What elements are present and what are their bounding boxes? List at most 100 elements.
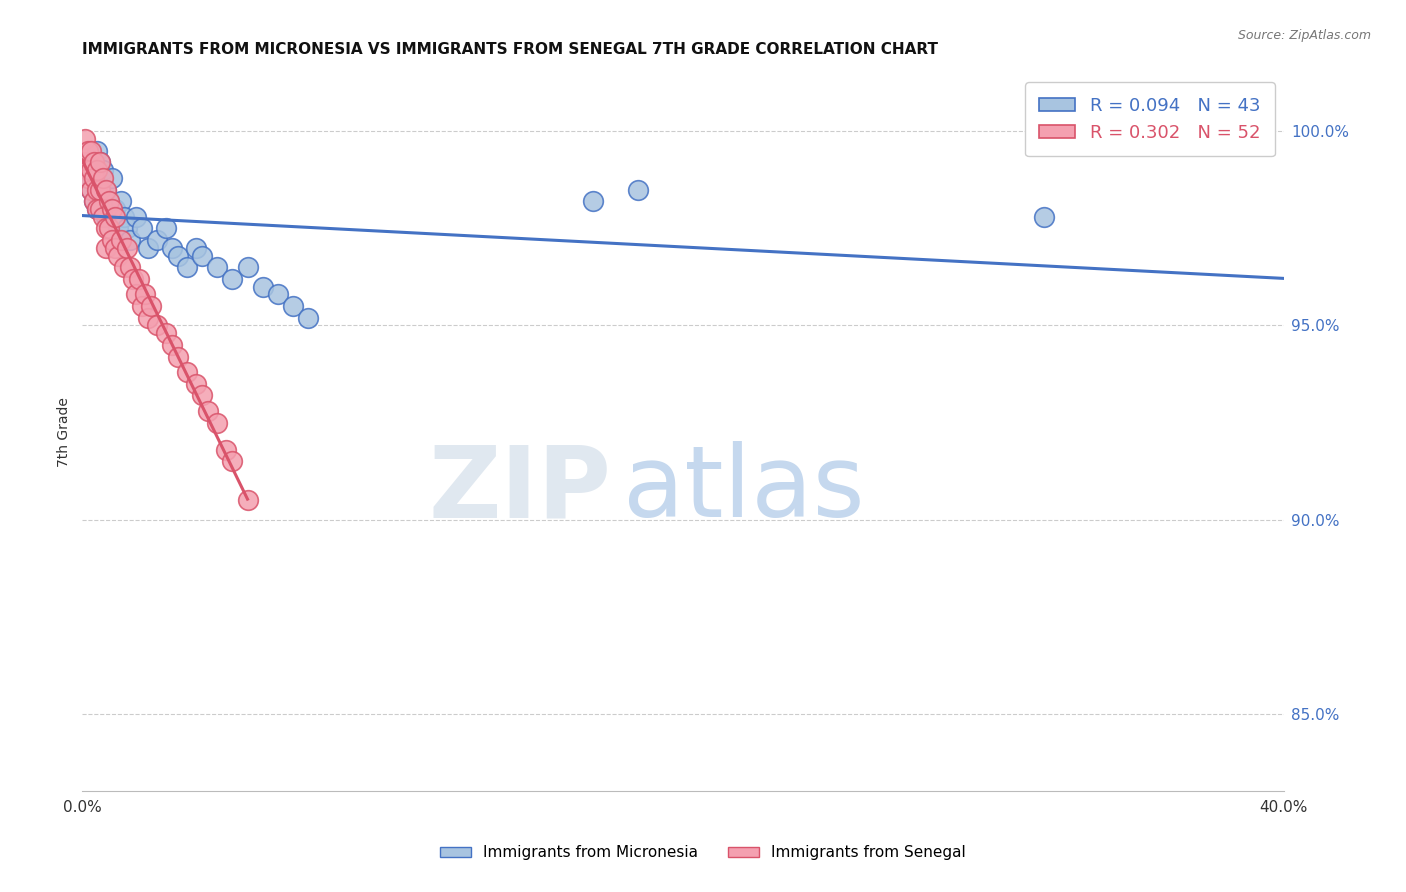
Point	[155, 221, 177, 235]
Point	[125, 287, 148, 301]
Point	[80, 163, 103, 178]
Point	[86, 202, 108, 216]
Y-axis label: 7th Grade: 7th Grade	[58, 397, 72, 467]
Point	[83, 171, 105, 186]
Point	[125, 210, 148, 224]
Point	[77, 155, 100, 169]
Point	[120, 260, 142, 275]
Point	[176, 260, 198, 275]
Point	[297, 310, 319, 325]
Point	[89, 202, 111, 216]
Point	[86, 144, 108, 158]
Point	[134, 287, 156, 301]
Point	[191, 388, 214, 402]
Point	[75, 132, 97, 146]
Point	[101, 171, 124, 186]
Text: IMMIGRANTS FROM MICRONESIA VS IMMIGRANTS FROM SENEGAL 7TH GRADE CORRELATION CHAR: IMMIGRANTS FROM MICRONESIA VS IMMIGRANTS…	[83, 42, 938, 57]
Point	[91, 210, 114, 224]
Point	[80, 163, 103, 178]
Point	[96, 183, 118, 197]
Point	[83, 171, 105, 186]
Point	[146, 318, 169, 333]
Point	[110, 194, 132, 209]
Point	[266, 287, 288, 301]
Legend: R = 0.094   N = 43, R = 0.302   N = 52: R = 0.094 N = 43, R = 0.302 N = 52	[1025, 82, 1275, 156]
Point	[96, 241, 118, 255]
Point	[117, 221, 139, 235]
Point	[120, 233, 142, 247]
Point	[98, 194, 121, 209]
Point	[107, 221, 129, 235]
Point	[582, 194, 605, 209]
Point	[207, 260, 229, 275]
Point	[221, 272, 243, 286]
Point	[122, 272, 145, 286]
Point	[101, 233, 124, 247]
Point	[86, 163, 108, 178]
Legend: Immigrants from Micronesia, Immigrants from Senegal: Immigrants from Micronesia, Immigrants f…	[434, 839, 972, 866]
Point	[236, 260, 259, 275]
Point	[96, 210, 118, 224]
Point	[91, 171, 114, 186]
Point	[98, 221, 121, 235]
Point	[89, 183, 111, 197]
Point	[89, 155, 111, 169]
Point	[112, 210, 135, 224]
Point	[128, 272, 150, 286]
Point	[104, 241, 127, 255]
Point	[86, 183, 108, 197]
Point	[138, 310, 160, 325]
Point	[89, 183, 111, 197]
Point	[155, 326, 177, 341]
Point	[138, 241, 160, 255]
Point	[75, 155, 97, 169]
Point	[104, 210, 127, 224]
Point	[91, 202, 114, 216]
Point	[96, 183, 118, 197]
Point	[80, 183, 103, 197]
Point	[77, 171, 100, 186]
Point	[141, 299, 163, 313]
Point	[186, 376, 208, 391]
Point	[131, 221, 153, 235]
Text: atlas: atlas	[623, 442, 865, 538]
Point	[86, 202, 108, 216]
Point	[77, 171, 100, 186]
Point	[101, 202, 124, 216]
Point	[197, 404, 219, 418]
Point	[281, 299, 304, 313]
Text: Source: ZipAtlas.com: Source: ZipAtlas.com	[1237, 29, 1371, 42]
Point	[83, 194, 105, 209]
Point	[131, 299, 153, 313]
Text: ZIP: ZIP	[427, 442, 612, 538]
Point	[98, 194, 121, 209]
Point	[83, 194, 105, 209]
Point	[77, 144, 100, 158]
Point	[207, 416, 229, 430]
Point	[110, 233, 132, 247]
Point	[75, 163, 97, 178]
Point	[77, 163, 100, 178]
Point	[96, 221, 118, 235]
Point	[80, 183, 103, 197]
Point	[221, 454, 243, 468]
Point	[112, 260, 135, 275]
Point	[83, 155, 105, 169]
Point	[186, 241, 208, 255]
Point	[80, 144, 103, 158]
Point	[167, 249, 190, 263]
Point	[1032, 210, 1054, 224]
Point	[107, 249, 129, 263]
Point	[236, 493, 259, 508]
Point	[176, 365, 198, 379]
Point	[104, 202, 127, 216]
Point	[252, 279, 274, 293]
Point	[215, 442, 238, 457]
Point	[91, 163, 114, 178]
Point	[627, 183, 650, 197]
Point	[167, 350, 190, 364]
Point	[89, 155, 111, 169]
Point	[117, 241, 139, 255]
Point	[162, 241, 184, 255]
Point	[146, 233, 169, 247]
